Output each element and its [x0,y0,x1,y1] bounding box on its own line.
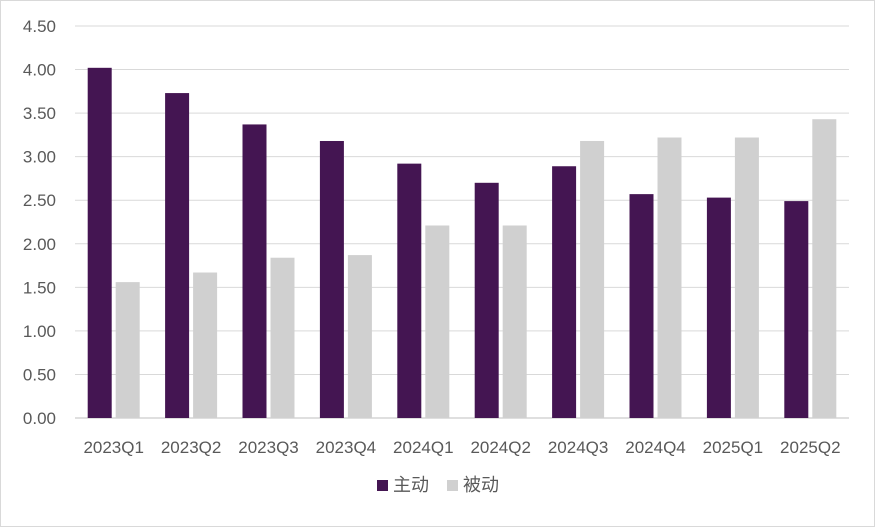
x-tick-label: 2024Q3 [548,438,609,457]
bar-active-2024Q1 [397,163,422,418]
x-tick-label: 2024Q1 [393,438,454,457]
x-tick-label: 2025Q2 [780,438,841,457]
bar-passive-2024Q4 [657,137,682,418]
x-tick-label: 2023Q4 [316,438,377,457]
legend: 主动 被动 [377,475,499,496]
bar-active-2025Q1 [706,197,731,418]
bar-passive-2023Q2 [193,272,218,418]
legend-label: 主动 [393,475,429,496]
bar-active-2023Q2 [165,93,190,418]
bar-passive-2024Q3 [580,140,605,418]
x-tick-label: 2023Q1 [83,438,144,457]
gridlines [75,25,849,419]
y-tick-label: 2.50 [23,191,56,210]
bar-passive-2024Q1 [425,225,450,418]
bars [87,67,837,419]
bar-passive-2023Q1 [115,282,140,418]
legend-label: 被动 [463,475,499,496]
x-tick-label: 2024Q2 [470,438,531,457]
bar-active-2024Q4 [629,194,654,418]
legend-swatch [447,480,458,491]
x-tick-label: 2023Q3 [238,438,299,457]
bar-passive-2023Q3 [270,257,295,418]
x-tick-label: 2024Q4 [625,438,686,457]
bar-active-2024Q2 [474,182,499,418]
y-tick-label: 2.00 [23,235,56,254]
bar-passive-2025Q2 [812,119,837,418]
bar-active-2023Q4 [319,140,344,418]
bar-passive-2025Q1 [734,137,759,418]
legend-swatch [377,480,388,491]
x-axis: 2023Q1 2023Q2 2023Q3 2023Q4 2024Q1 2024Q2 2024… [83,438,840,457]
bar-active-2023Q1 [87,67,112,419]
y-tick-label: 0.00 [23,409,56,428]
y-axis: 0.00 0.50 1.00 1.50 2.00 2.50 3.00 3.50 4.00 4.50 [23,17,56,428]
y-tick-label: 4.50 [23,17,56,36]
bar-passive-2024Q2 [502,225,527,418]
y-tick-label: 3.50 [23,104,56,123]
bar-active-2025Q2 [784,201,809,418]
y-tick-label: 1.50 [23,278,56,297]
y-tick-label: 4.00 [23,61,56,80]
y-tick-label: 0.50 [23,365,56,384]
bar-passive-2023Q4 [347,255,372,418]
bar-active-2024Q3 [552,166,577,418]
bar-active-2023Q3 [242,124,267,419]
y-tick-label: 1.00 [23,322,56,341]
x-tick-label: 2023Q2 [161,438,222,457]
y-tick-label: 3.00 [23,148,56,167]
x-tick-label: 2025Q1 [703,438,764,457]
